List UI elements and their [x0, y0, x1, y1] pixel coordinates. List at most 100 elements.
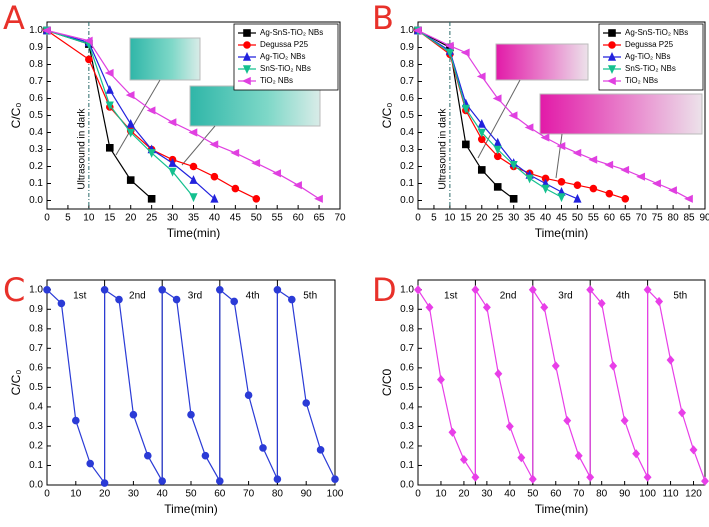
y-tick-label: 0.2 — [400, 441, 414, 452]
y-tick-label: 0.9 — [29, 42, 43, 53]
x-tick-label: 25 — [146, 213, 158, 224]
x-tick-label: 65 — [314, 213, 326, 224]
y-tick-label: 1.0 — [29, 25, 43, 36]
x-tick-label: 30 — [508, 213, 520, 224]
y-tick-label: 0.5 — [29, 110, 43, 121]
x-tick-label: 70 — [243, 489, 255, 500]
arrow — [181, 125, 216, 166]
panel-label: A — [3, 0, 25, 37]
marker — [100, 479, 109, 487]
marker — [482, 302, 491, 312]
marker — [147, 149, 156, 158]
x-tick-label: 10 — [70, 489, 82, 500]
marker — [413, 26, 422, 35]
marker — [509, 161, 518, 170]
arrow — [115, 79, 161, 156]
panel-label: B — [372, 0, 394, 37]
marker — [244, 391, 253, 399]
marker — [230, 148, 240, 157]
x-tick-label: 90 — [619, 489, 631, 500]
marker — [477, 128, 486, 138]
y-tick-label: 0.4 — [400, 402, 414, 413]
plot-frame — [417, 279, 706, 486]
marker — [105, 144, 114, 152]
marker — [528, 474, 537, 484]
y-tick-label: 0.1 — [400, 178, 414, 189]
marker — [105, 101, 114, 111]
x-tick-label: 70 — [334, 213, 346, 224]
cycle-label: 3rd — [188, 291, 202, 302]
y-tick-label: 0.6 — [400, 362, 414, 373]
x-tick-label: 40 — [540, 213, 552, 224]
x-tick-label: 70 — [636, 213, 648, 224]
marker — [436, 375, 445, 385]
marker — [100, 285, 109, 294]
marker — [517, 453, 526, 463]
marker — [210, 193, 219, 203]
x-tick-label: 60 — [604, 213, 616, 224]
x-tick-label: 80 — [596, 489, 608, 500]
y-tick-label: 0.7 — [400, 76, 414, 87]
marker — [216, 285, 224, 294]
marker — [302, 399, 311, 407]
marker — [632, 449, 641, 459]
y-tick-label: 0.4 — [29, 127, 43, 138]
x-tick-label: 15 — [460, 213, 472, 224]
marker — [563, 416, 572, 426]
legend-entry: Ag-SnS-TiO₂ NBs — [625, 28, 688, 37]
annotation: Ultrasound in dark — [438, 107, 449, 189]
marker — [115, 295, 123, 304]
series-line — [46, 288, 336, 485]
marker — [189, 162, 198, 171]
x-tick-label: 20 — [458, 489, 470, 500]
x-tick-label: 30 — [128, 489, 140, 500]
marker — [126, 119, 135, 128]
marker — [572, 148, 582, 157]
x-tick-label: 30 — [167, 213, 179, 224]
annotation: Ultrasound in dark — [76, 107, 87, 189]
marker — [42, 26, 51, 35]
marker — [574, 451, 583, 461]
y-tick-label: 0.2 — [400, 161, 414, 172]
series-line — [417, 287, 706, 482]
marker — [189, 193, 198, 203]
x-tick-label: 40 — [504, 489, 516, 500]
marker — [293, 181, 302, 190]
x-tick-label: 50 — [527, 489, 539, 500]
marker — [494, 369, 503, 379]
marker — [476, 72, 486, 81]
y-tick-label: 0.3 — [400, 144, 414, 155]
x-tick-label: 45 — [230, 213, 242, 224]
marker — [492, 94, 502, 103]
marker — [460, 48, 470, 57]
marker — [314, 194, 323, 203]
y-tick-label: 0.8 — [400, 323, 414, 334]
marker — [168, 158, 177, 167]
legend-entry: Degussa P25 — [625, 40, 674, 49]
marker — [540, 302, 549, 312]
marker — [187, 410, 195, 419]
y-axis-label: C/C₀ — [9, 103, 23, 129]
x-tick-label: 50 — [251, 213, 263, 224]
y-tick-label: 0.8 — [29, 59, 43, 70]
panel-label: C — [3, 271, 25, 309]
marker — [105, 85, 114, 94]
x-tick-label: 90 — [301, 489, 313, 500]
marker — [668, 186, 677, 195]
legend-marker — [608, 29, 616, 37]
marker — [541, 184, 550, 194]
x-tick-label: 60 — [293, 213, 305, 224]
y-tick-label: 0.0 — [29, 480, 43, 491]
marker — [604, 160, 614, 169]
x-tick-label: 0 — [44, 489, 50, 500]
marker — [477, 119, 486, 128]
marker — [158, 285, 166, 294]
y-tick-label: 0.2 — [29, 441, 43, 452]
marker — [146, 106, 156, 115]
marker — [508, 111, 518, 120]
photo-inset — [189, 85, 321, 127]
photo-inset — [539, 93, 703, 135]
legend-marker — [607, 65, 617, 74]
y-tick-label: 0.4 — [29, 402, 43, 413]
